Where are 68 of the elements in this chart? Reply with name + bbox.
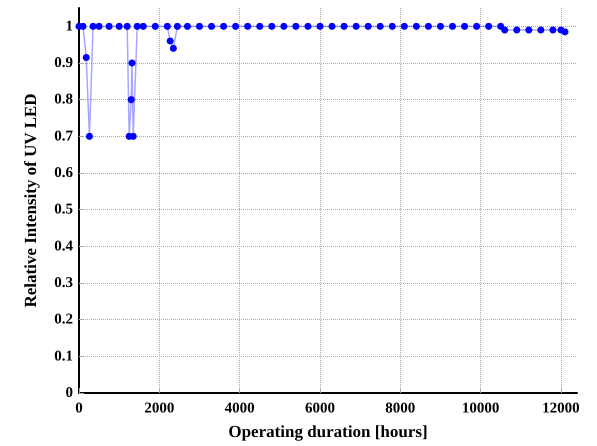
point xyxy=(376,22,384,30)
point xyxy=(340,22,348,30)
point xyxy=(152,22,159,30)
point xyxy=(232,22,240,30)
point xyxy=(80,22,87,30)
point xyxy=(106,22,113,30)
point xyxy=(174,22,181,30)
point xyxy=(473,22,480,30)
x-tick-label: 6000 xyxy=(304,400,335,416)
point xyxy=(525,26,532,34)
point xyxy=(134,22,141,30)
x-tick-label: 12000 xyxy=(542,400,580,416)
point xyxy=(128,60,136,66)
point xyxy=(90,22,97,30)
point xyxy=(140,22,147,30)
point xyxy=(268,22,276,30)
point xyxy=(400,22,408,30)
point xyxy=(501,26,508,34)
y-tick-label: 0.3 xyxy=(54,275,73,291)
point xyxy=(124,22,131,30)
point xyxy=(449,22,456,30)
y-tick-label: 0.9 xyxy=(54,55,73,71)
point xyxy=(537,26,544,34)
point xyxy=(280,22,288,30)
point xyxy=(208,22,216,30)
point xyxy=(364,22,372,30)
y-tick-label: 0.6 xyxy=(54,165,74,181)
x-tick-label: 4000 xyxy=(224,400,255,416)
point xyxy=(328,22,336,30)
point xyxy=(388,22,396,30)
y-tick-label: 0.8 xyxy=(54,92,73,108)
point xyxy=(292,22,300,30)
point xyxy=(316,22,324,30)
y-tick-label: 0.1 xyxy=(54,348,73,364)
point xyxy=(96,22,103,30)
x-axis-title: Operating duration [hours] xyxy=(228,422,428,441)
y-tick-label: 0.4 xyxy=(54,238,74,254)
x-tick-label: 8000 xyxy=(385,400,416,416)
point xyxy=(164,22,171,30)
point xyxy=(86,132,93,140)
y-tick-label: 0.5 xyxy=(54,202,73,218)
point xyxy=(352,22,360,30)
point xyxy=(256,22,264,30)
y-tick-label: 0.2 xyxy=(54,312,73,328)
y-tick-label: 0 xyxy=(66,385,73,401)
y-tick-label: 0.7 xyxy=(54,128,74,144)
point xyxy=(549,26,556,34)
point xyxy=(513,26,520,34)
point xyxy=(461,22,468,30)
x-tick-label: 10000 xyxy=(462,400,500,416)
x-tick-label: 2000 xyxy=(144,400,174,416)
point xyxy=(82,54,90,61)
point xyxy=(561,28,568,36)
point xyxy=(166,38,174,44)
point xyxy=(485,22,492,30)
point xyxy=(412,22,420,30)
point xyxy=(128,96,135,104)
point xyxy=(304,22,312,30)
y-tick-label: 1 xyxy=(66,18,73,34)
point xyxy=(196,22,203,30)
point xyxy=(116,22,123,30)
point xyxy=(220,22,228,30)
y-axis-title: Relative Intensity of UV LED xyxy=(21,93,40,308)
point xyxy=(436,22,444,30)
point xyxy=(170,44,177,52)
point xyxy=(184,22,191,30)
point xyxy=(244,22,252,30)
point xyxy=(424,22,432,30)
